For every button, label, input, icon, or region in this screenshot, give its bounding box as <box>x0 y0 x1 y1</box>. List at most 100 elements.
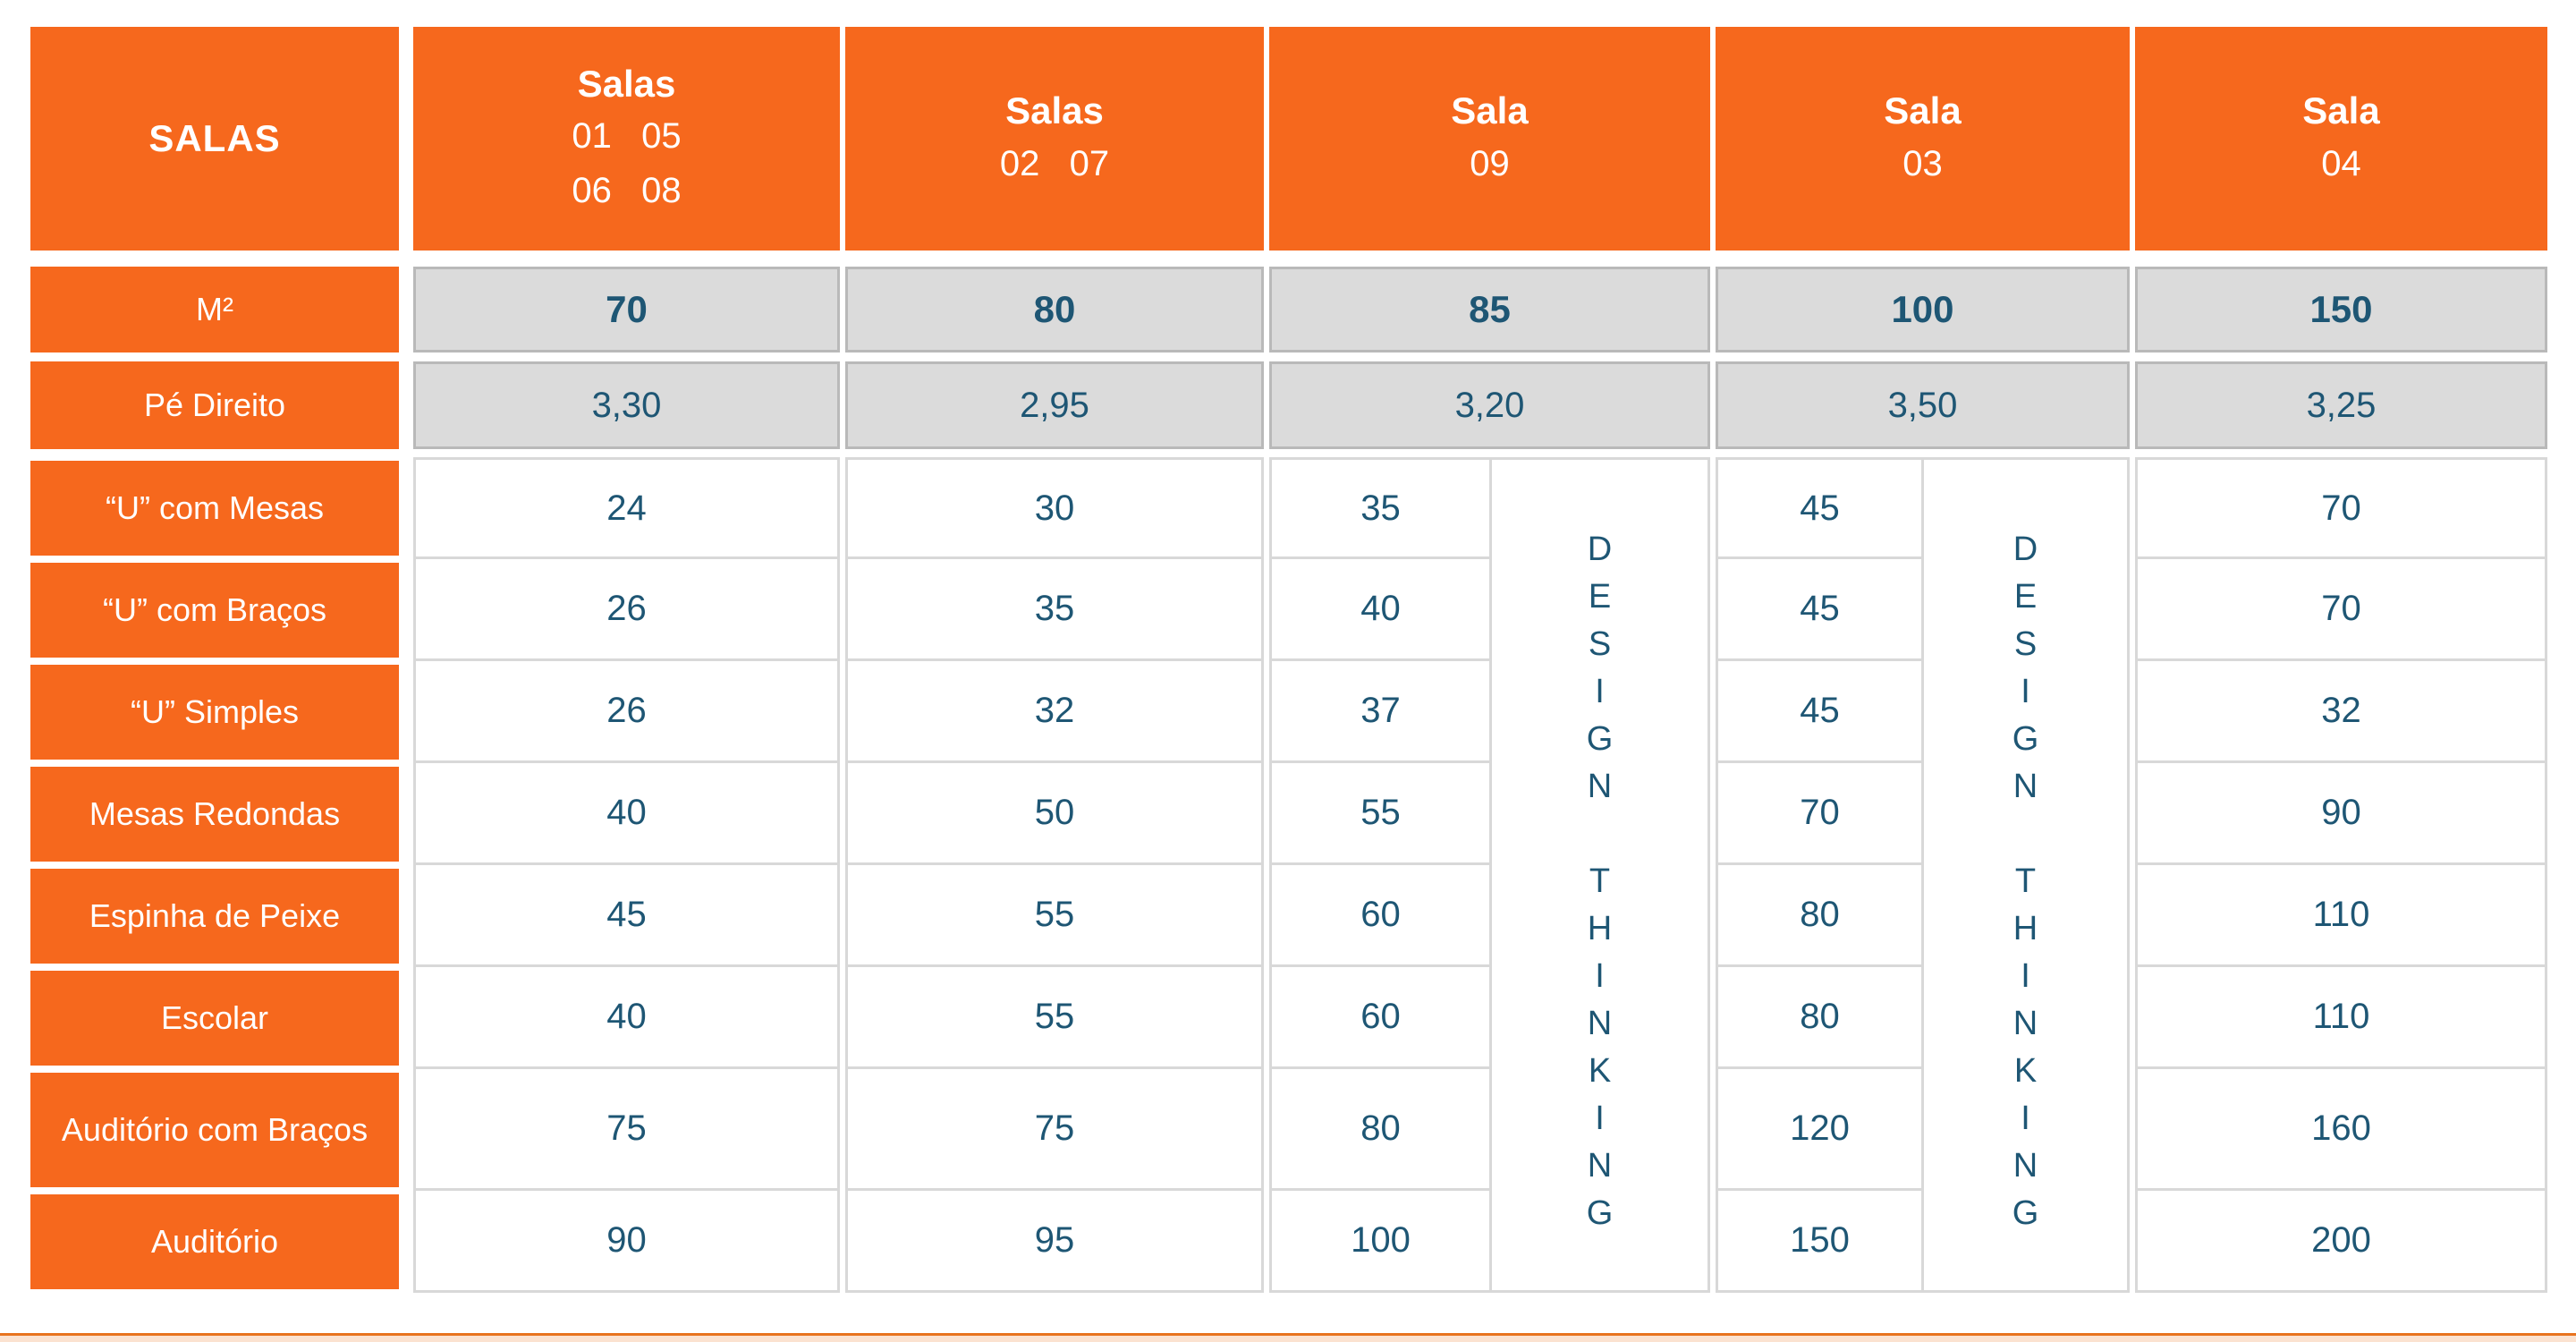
value-text: 70 <box>1800 793 1840 832</box>
value-cell-m2: 80 <box>845 267 1264 352</box>
value-cell: 75 <box>413 1069 840 1191</box>
value-cell: 45 <box>1716 559 1921 661</box>
value-cell-m2: 100 <box>1716 267 2130 352</box>
value-text: 45 <box>1800 691 1840 730</box>
value-text: 70 <box>606 288 648 330</box>
value-text: 120 <box>1790 1108 1850 1148</box>
value-cell: 26 <box>413 559 840 661</box>
value-cell: 55 <box>845 865 1264 967</box>
row-label-text: Pé Direito <box>143 386 286 424</box>
value-text: 70 <box>2321 589 2361 628</box>
value-text: 24 <box>606 488 647 528</box>
value-text: 110 <box>2312 997 2370 1036</box>
value-text: 26 <box>606 691 647 730</box>
value-text: 3,50 <box>1887 385 1958 425</box>
row-label-text: “U” Simples <box>130 693 299 731</box>
column-header-numbers: 06 08 <box>572 171 682 211</box>
value-cell: 40 <box>1269 559 1489 661</box>
column-header-numbers: 09 <box>1470 143 1510 183</box>
value-text: 55 <box>1034 997 1075 1036</box>
row-label-espinha-de-peixe: Espinha de Peixe <box>30 869 399 964</box>
column-header-numbers: 04 <box>2321 143 2361 183</box>
value-text: 200 <box>2311 1220 2371 1260</box>
design-thinking-letters: D E S I G N T H I N K I N G <box>1586 530 1614 1232</box>
value-cell: 110 <box>2135 967 2547 1069</box>
row-label-text: M² <box>196 291 233 328</box>
row-label-text: Escolar <box>160 999 269 1037</box>
value-text: 40 <box>606 997 647 1036</box>
value-text: 80 <box>1360 1108 1401 1148</box>
value-text: 80 <box>1033 288 1076 330</box>
value-cell: 60 <box>1269 865 1489 967</box>
design-thinking-vertical-text: D E S I G N T H I N K I N G <box>1489 457 1710 1293</box>
value-text: 90 <box>606 1220 647 1260</box>
value-cell: 55 <box>1269 763 1489 865</box>
value-cell: 35 <box>1269 457 1489 559</box>
bottom-accent-bar <box>0 1333 2576 1342</box>
value-text: 150 <box>1790 1220 1850 1260</box>
value-text: 160 <box>2311 1108 2371 1148</box>
design-thinking-vertical-text: D E S I G N T H I N K I N G <box>1921 457 2130 1293</box>
value-cell: 70 <box>2135 457 2547 559</box>
value-cell: 80 <box>1269 1069 1489 1191</box>
value-cell: 50 <box>845 763 1264 865</box>
value-text: 50 <box>1034 793 1075 832</box>
value-cell-pe-direito: 3,25 <box>2135 361 2547 449</box>
row-label-pe-direito: Pé Direito <box>30 361 399 449</box>
value-text: 35 <box>1034 589 1075 628</box>
value-cell: 55 <box>845 967 1264 1069</box>
row-label-auditorio-com-bracos: Auditório com Braços <box>30 1073 399 1187</box>
corner-header-label: SALAS <box>148 117 281 159</box>
value-text: 35 <box>1360 488 1401 528</box>
value-cell-pe-direito: 2,95 <box>845 361 1264 449</box>
column-header-title: Salas <box>1005 89 1104 132</box>
value-text: 60 <box>1360 997 1401 1036</box>
row-label-text: “U” com Mesas <box>105 489 325 527</box>
row-label-m2: M² <box>30 267 399 352</box>
value-cell: 35 <box>845 559 1264 661</box>
value-text: 26 <box>606 589 647 628</box>
value-text: 110 <box>2312 895 2370 934</box>
row-label-mesas-redondas: Mesas Redondas <box>30 767 399 862</box>
value-text: 30 <box>1034 488 1075 528</box>
value-cell: 45 <box>413 865 840 967</box>
value-text: 37 <box>1360 691 1401 730</box>
value-cell: 40 <box>413 763 840 865</box>
design-thinking-letters: D E S I G N T H I N K I N G <box>2012 530 2039 1232</box>
value-text: 3,20 <box>1454 385 1525 425</box>
column-header-salas-02-07: Salas 02 07 <box>845 27 1264 251</box>
column-header-title: Sala <box>1451 89 1529 132</box>
row-label-u-simples: “U” Simples <box>30 665 399 760</box>
value-cell: 40 <box>413 967 840 1069</box>
value-cell: 120 <box>1716 1069 1921 1191</box>
value-text: 75 <box>1034 1108 1075 1148</box>
column-header-salas-01-05-06-08: Salas 01 05 06 08 <box>413 27 840 251</box>
value-text: 95 <box>1034 1220 1075 1260</box>
value-text: 70 <box>2321 488 2361 528</box>
value-text: 45 <box>1800 488 1840 528</box>
value-cell: 32 <box>845 661 1264 763</box>
column-header-title: Sala <box>1884 89 1962 132</box>
value-text: 32 <box>1034 691 1075 730</box>
value-cell: 90 <box>413 1191 840 1293</box>
value-cell-pe-direito: 3,30 <box>413 361 840 449</box>
value-cell-pe-direito: 3,20 <box>1269 361 1710 449</box>
value-cell: 24 <box>413 457 840 559</box>
value-cell-m2: 70 <box>413 267 840 352</box>
value-cell-m2: 85 <box>1269 267 1710 352</box>
column-header-numbers: 01 05 <box>572 116 682 156</box>
value-text: 45 <box>606 895 647 934</box>
column-header-title: Salas <box>577 62 676 105</box>
value-cell: 37 <box>1269 661 1489 763</box>
value-cell: 70 <box>2135 559 2547 661</box>
capacity-table: SALAS Salas 01 05 06 08 Salas 02 07 Sala… <box>30 27 2547 1293</box>
value-text: 100 <box>1891 288 1954 330</box>
row-label-u-com-bracos: “U” com Braços <box>30 563 399 658</box>
value-cell: 150 <box>1716 1191 1921 1293</box>
column-header-sala-04: Sala 04 <box>2135 27 2547 251</box>
column-header-sala-03: Sala 03 <box>1716 27 2130 251</box>
value-cell: 80 <box>1716 865 1921 967</box>
value-cell: 45 <box>1716 661 1921 763</box>
row-label-text: Mesas Redondas <box>89 795 341 833</box>
value-text: 32 <box>2321 691 2361 730</box>
